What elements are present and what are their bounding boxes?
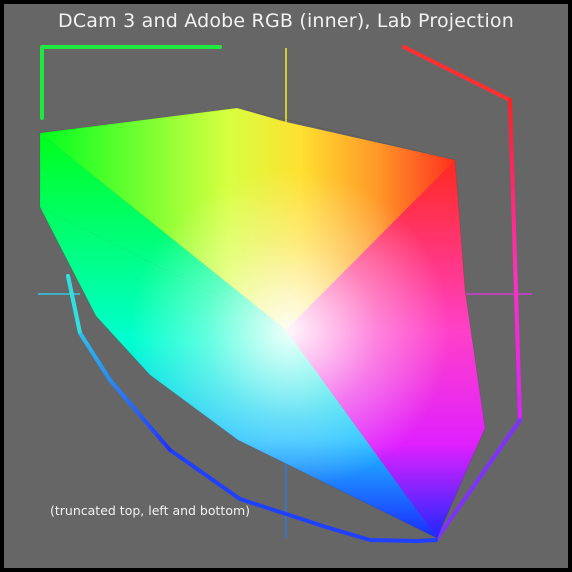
inner-gamut-solid [39,107,486,539]
truncation-note: (truncated top, left and bottom) [50,503,251,518]
figure-title: DCam 3 and Adobe RGB (inner), Lab Projec… [58,10,514,32]
outer-gamut-cyan-segment [66,275,82,334]
